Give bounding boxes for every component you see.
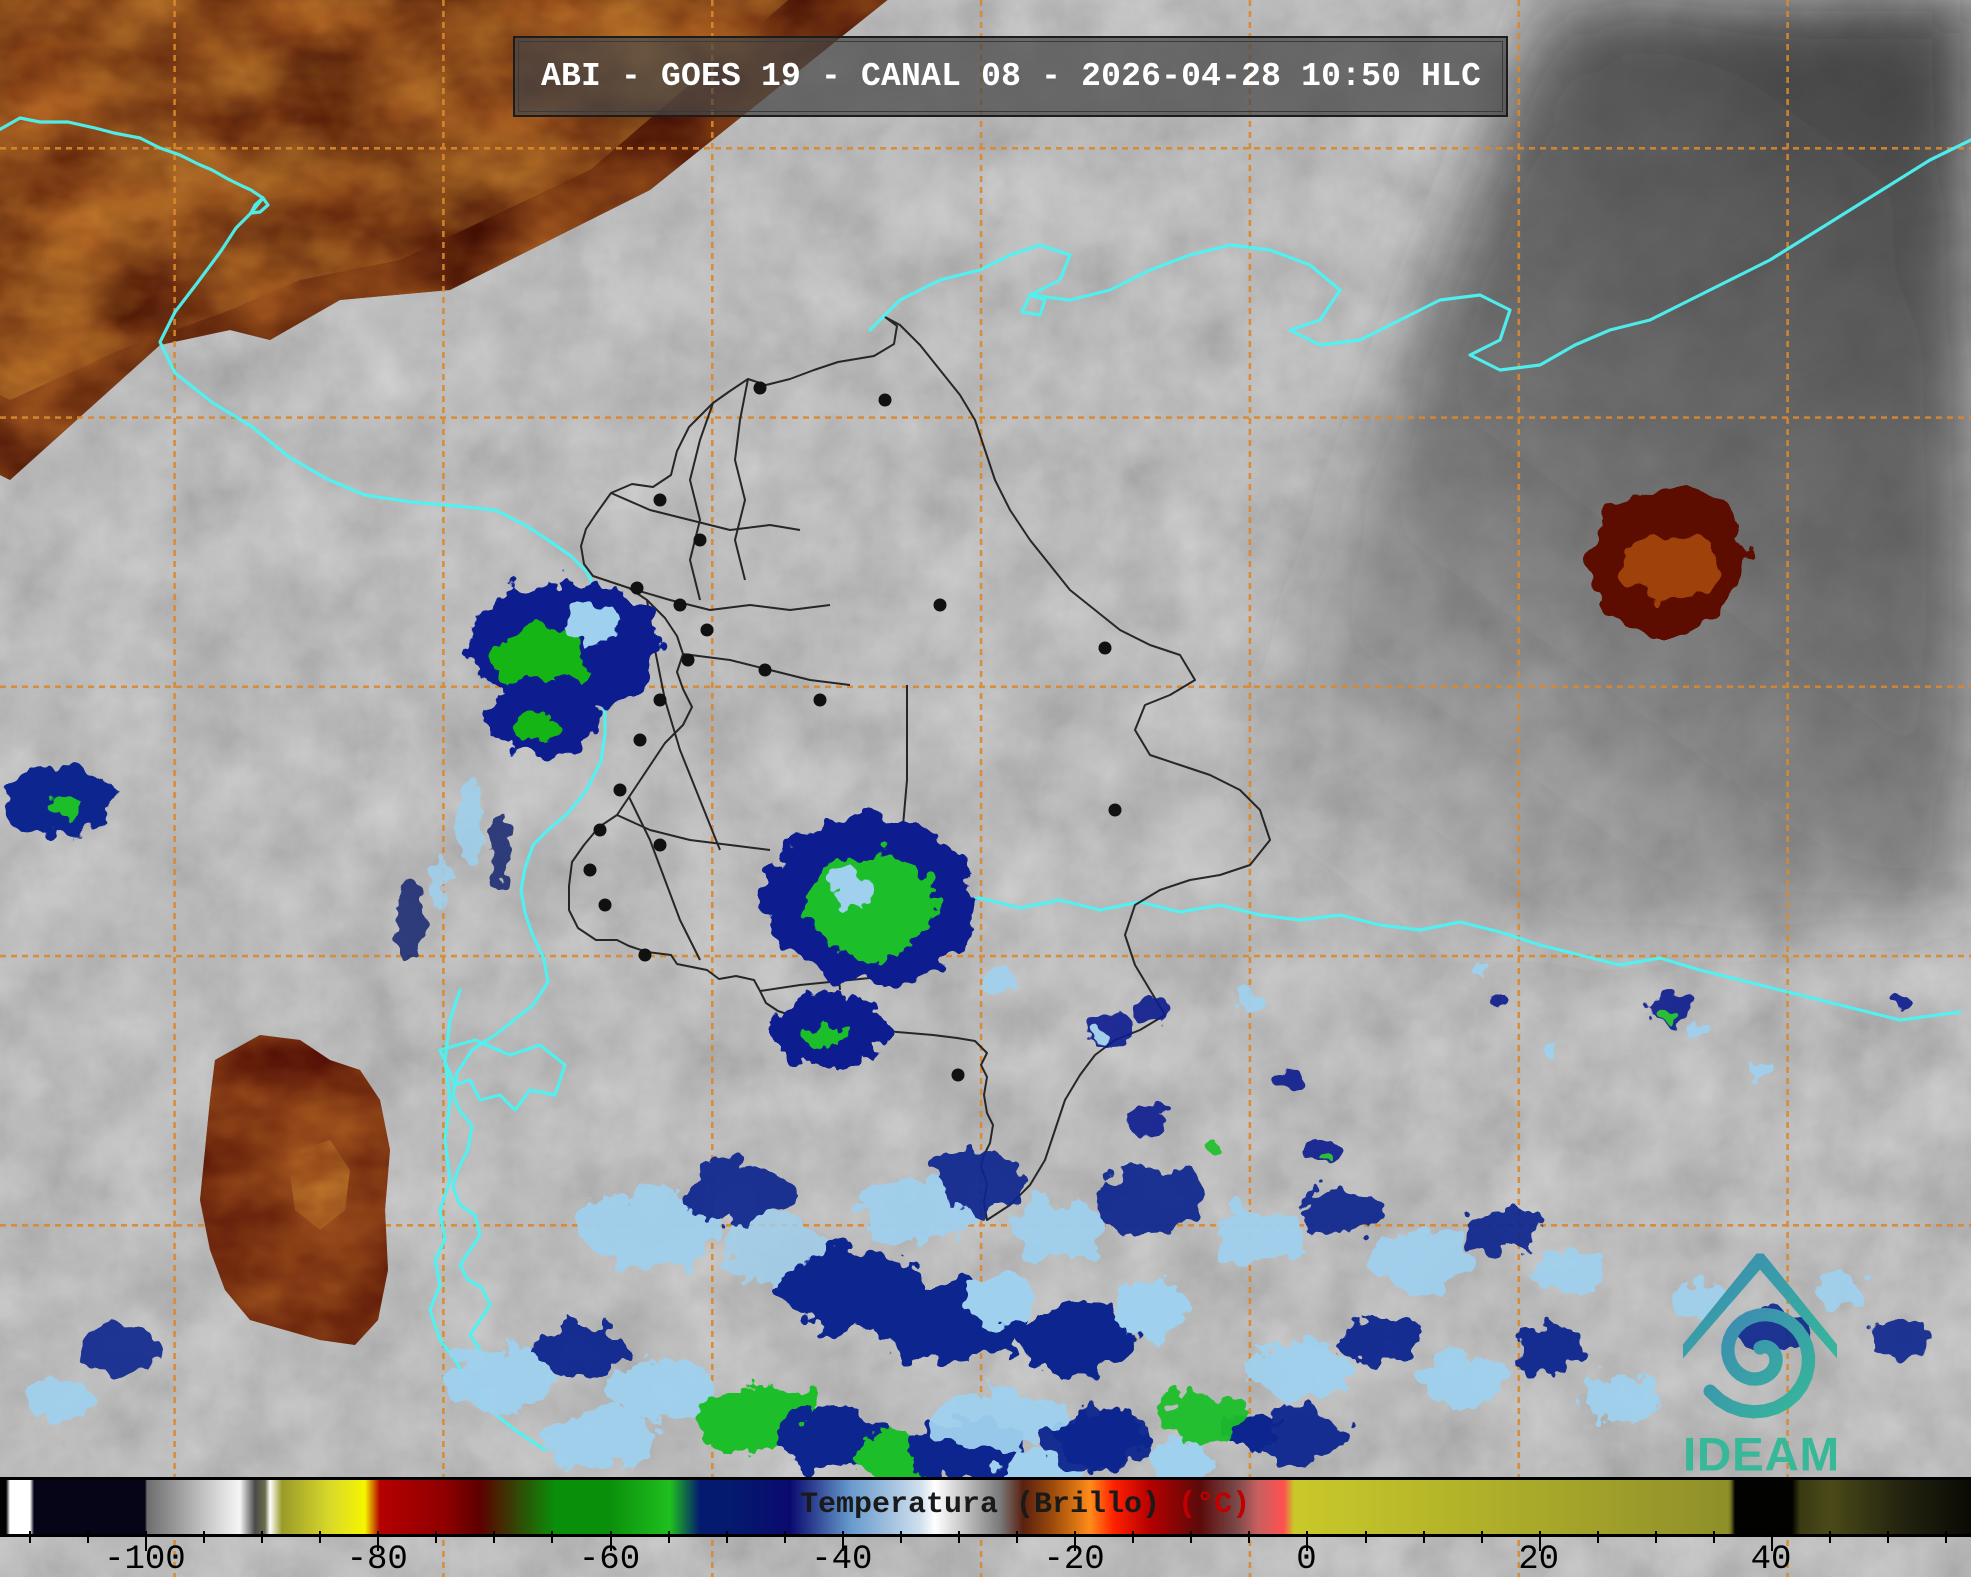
svg-text:IDEAM: IDEAM <box>1683 1429 1840 1482</box>
